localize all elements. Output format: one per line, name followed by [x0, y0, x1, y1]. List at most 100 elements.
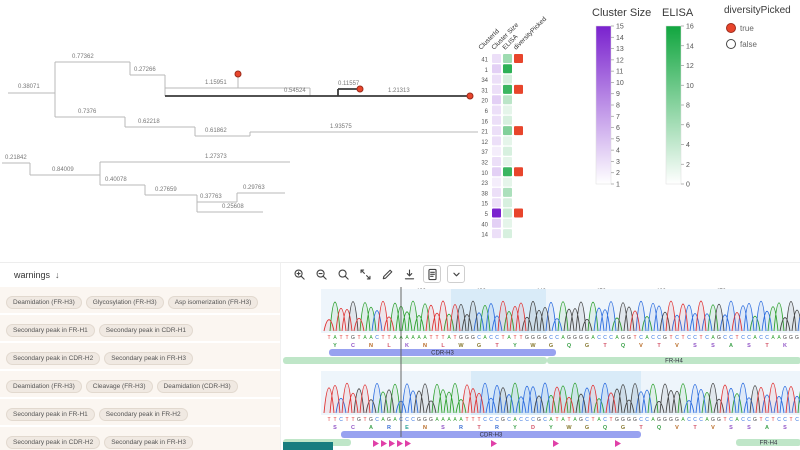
edit-marker[interactable]: [373, 440, 379, 447]
elisa-cell[interactable]: [503, 229, 512, 239]
cluster-size-cell[interactable]: [492, 229, 501, 239]
picked-node-dot[interactable]: [356, 85, 364, 93]
download-button[interactable]: [401, 266, 417, 282]
warning-badge[interactable]: Deamidation (FR-H3): [6, 380, 82, 393]
edit-marker[interactable]: [397, 440, 403, 447]
warning-badge[interactable]: Cleavage (FR-H3): [85, 380, 153, 393]
elisa-cell[interactable]: [503, 177, 512, 187]
diversity-picked-cell[interactable]: [514, 208, 523, 218]
zoom-in-button[interactable]: [291, 266, 307, 282]
diversity-picked-cell[interactable]: [514, 167, 523, 177]
elisa-cell[interactable]: [503, 84, 512, 94]
base-call: C: [375, 417, 379, 423]
warning-badge[interactable]: Asp isomerization (FR-H3): [167, 296, 259, 309]
cluster-size-cell[interactable]: [492, 105, 501, 115]
warning-badge[interactable]: Secondary peak in CDR-H2: [6, 436, 101, 449]
cluster-size-cell[interactable]: [492, 218, 501, 228]
edit-marker[interactable]: [405, 440, 411, 447]
cluster-size-cell[interactable]: [492, 115, 501, 125]
warning-badge[interactable]: Glycosylation (FR-H3): [85, 296, 164, 309]
warning-badge[interactable]: Secondary peak in FR-H3: [104, 352, 193, 365]
elisa-cell[interactable]: [503, 136, 512, 146]
elisa-cell[interactable]: [503, 187, 512, 197]
base-call: A: [453, 417, 457, 423]
edit-marker[interactable]: [381, 440, 387, 447]
cluster-size-cell[interactable]: [492, 177, 501, 187]
legend-tick-label: 6: [616, 125, 620, 132]
base-call: T: [633, 335, 636, 341]
cluster-size-cell[interactable]: [492, 54, 501, 63]
cluster-size-cell[interactable]: [492, 126, 501, 136]
elisa-cell[interactable]: [503, 126, 512, 136]
region-CDR-H3[interactable]: [329, 349, 556, 356]
diversity-picked-cell[interactable]: [514, 84, 523, 94]
search-button[interactable]: [335, 266, 351, 282]
elisa-cell[interactable]: [503, 64, 512, 74]
cluster-size-cell[interactable]: [492, 208, 501, 218]
elisa-cell[interactable]: [503, 208, 512, 218]
zoom-out-button[interactable]: [313, 266, 329, 282]
diversity-picked-cell[interactable]: [514, 54, 523, 63]
legend-tick-label: 5: [616, 136, 620, 143]
region-FR-H4[interactable]: [547, 357, 800, 364]
warning-badge[interactable]: Secondary peak in FR-H1: [6, 324, 95, 337]
region-CDR-H3[interactable]: [341, 431, 641, 438]
elisa-cell[interactable]: [503, 157, 512, 166]
zoom-in-icon: [293, 268, 305, 280]
elisa-cell[interactable]: [503, 54, 512, 63]
cluster-size-cell[interactable]: [492, 157, 501, 166]
edit-marker[interactable]: [553, 440, 559, 447]
warning-badge[interactable]: Secondary peak in CDR-H2: [6, 352, 101, 365]
amino-acid: S: [333, 425, 337, 431]
phylogenetic-tree[interactable]: 0.38071 0.77362 0.27266 1.15951 0.54524 0.115…: [0, 0, 492, 245]
cluster-size-cell[interactable]: [492, 84, 501, 94]
cluster-size-cell[interactable]: [492, 146, 501, 156]
legend-tick-label: 15: [616, 24, 624, 31]
cluster-size-cell[interactable]: [492, 95, 501, 105]
base-call: G: [579, 335, 583, 341]
fit-view-button[interactable]: [357, 266, 373, 282]
report-button[interactable]: [423, 265, 441, 283]
diversity-true-dot[interactable]: [726, 23, 736, 33]
diversity-picked-cell[interactable]: [514, 126, 523, 136]
region-bar[interactable]: [283, 357, 547, 364]
cluster-size-cell[interactable]: [492, 167, 501, 177]
amino-acid: S: [747, 343, 751, 349]
edit-button[interactable]: [379, 266, 395, 282]
warnings-header[interactable]: warnings: [14, 270, 51, 280]
elisa-cell[interactable]: [503, 105, 512, 115]
picked-node-dot[interactable]: [234, 70, 242, 78]
elisa-cell[interactable]: [503, 167, 512, 177]
elisa-cell[interactable]: [503, 74, 512, 84]
region-FR-H4[interactable]: [736, 439, 800, 446]
elisa-cell[interactable]: [503, 115, 512, 125]
picked-node-dot[interactable]: [466, 92, 474, 100]
warning-badge[interactable]: Deamidation (CDR-H3): [156, 380, 238, 393]
cluster-size-cell[interactable]: [492, 187, 501, 197]
base-call: G: [387, 417, 391, 423]
warning-badge[interactable]: Secondary peak in FR-H3: [104, 436, 193, 449]
cluster-size-cell[interactable]: [492, 64, 501, 74]
sort-descending-icon[interactable]: ↓: [55, 270, 60, 280]
dropdown-button[interactable]: [447, 265, 465, 283]
edit-marker[interactable]: [491, 440, 497, 447]
cluster-size-cell[interactable]: [492, 74, 501, 84]
edit-marker[interactable]: [389, 440, 395, 447]
cluster-size-cell[interactable]: [492, 198, 501, 208]
base-call: C: [729, 417, 733, 423]
diversity-false-dot[interactable]: [726, 39, 736, 49]
amino-acid: N: [369, 343, 373, 349]
warning-badge[interactable]: Secondary peak in FR-H1: [6, 408, 95, 421]
elisa-cell[interactable]: [503, 146, 512, 156]
overview-box[interactable]: [283, 442, 333, 450]
cluster-size-cell[interactable]: [492, 136, 501, 146]
trace-canvas[interactable]: 420430440450460470TATTGTAACTTAAAAAATTTAT…: [281, 285, 800, 450]
edit-marker[interactable]: [615, 440, 621, 447]
elisa-cell[interactable]: [503, 218, 512, 228]
warning-badge[interactable]: Secondary peak in CDR-H1: [98, 324, 193, 337]
warning-badge[interactable]: Deamidation (FR-H3): [6, 296, 82, 309]
warning-badge[interactable]: Secondary peak in FR-H2: [98, 408, 188, 421]
elisa-cell[interactable]: [503, 198, 512, 208]
elisa-cell[interactable]: [503, 95, 512, 105]
